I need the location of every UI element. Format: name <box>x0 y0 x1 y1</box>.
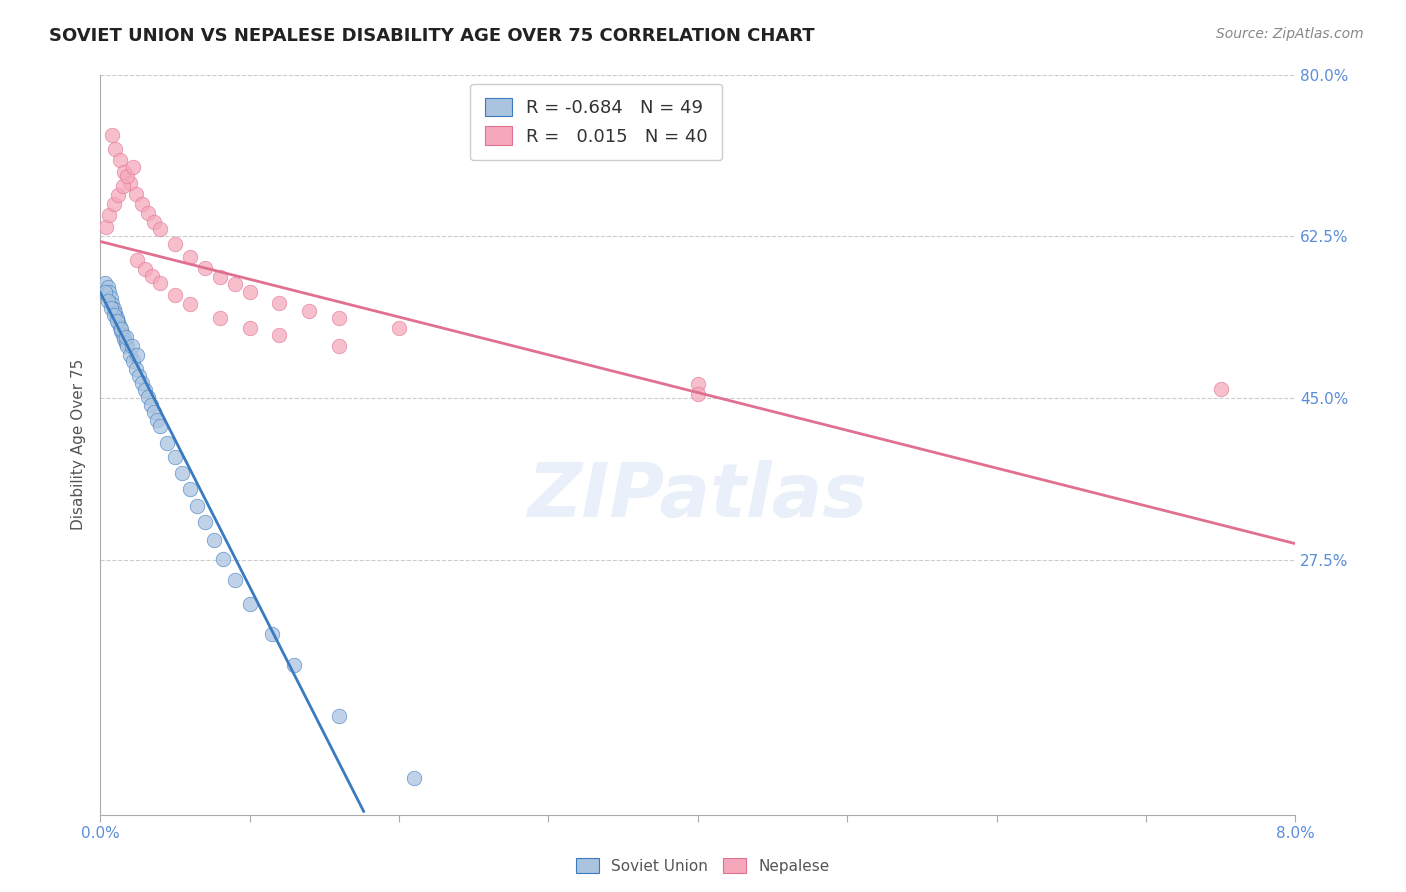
Point <box>136 206 159 220</box>
Point <box>111 328 134 343</box>
Point <box>93 285 115 299</box>
Point <box>202 533 225 547</box>
Point <box>111 178 134 193</box>
Point <box>208 270 231 285</box>
Point <box>110 322 132 336</box>
Point <box>104 142 127 156</box>
Point <box>128 369 150 384</box>
Point <box>121 338 143 352</box>
Point <box>388 321 411 335</box>
Point <box>131 197 153 211</box>
Text: ZIPatlas: ZIPatlas <box>527 459 868 533</box>
Point <box>211 552 233 566</box>
Text: Source: ZipAtlas.com: Source: ZipAtlas.com <box>1216 27 1364 41</box>
Point <box>94 220 117 235</box>
Point <box>224 277 246 292</box>
Point <box>125 361 148 376</box>
Point <box>107 315 129 329</box>
Point <box>402 771 425 785</box>
Point <box>163 287 186 301</box>
Point <box>127 252 149 267</box>
Point <box>131 376 153 390</box>
Point <box>97 294 120 309</box>
Point <box>114 335 136 350</box>
Point <box>163 450 186 465</box>
Point <box>107 187 129 202</box>
Point <box>115 339 138 353</box>
Point <box>105 310 128 325</box>
Point <box>179 297 201 311</box>
Point <box>108 153 131 167</box>
Point <box>112 332 135 346</box>
Point <box>328 310 350 325</box>
Point <box>110 324 132 338</box>
Point <box>194 260 217 275</box>
Y-axis label: Disability Age Over 75: Disability Age Over 75 <box>72 359 86 530</box>
Point <box>100 301 122 315</box>
Point <box>134 261 156 276</box>
Point <box>208 310 231 325</box>
Point <box>269 328 291 343</box>
Point <box>146 412 169 426</box>
Point <box>101 128 124 142</box>
Point <box>686 386 709 401</box>
Point <box>269 296 291 310</box>
Point <box>149 419 172 434</box>
Point <box>100 291 122 305</box>
Point <box>103 301 125 316</box>
Point <box>179 250 201 264</box>
Point <box>98 285 121 299</box>
Point <box>328 709 350 723</box>
Point <box>224 574 246 588</box>
Point <box>298 304 321 318</box>
Point <box>118 348 141 362</box>
Point <box>105 314 128 328</box>
Point <box>1209 382 1232 396</box>
Point <box>134 383 156 397</box>
Legend: Soviet Union, Nepalese: Soviet Union, Nepalese <box>569 852 837 880</box>
Point <box>142 405 165 419</box>
Point <box>97 280 120 294</box>
Point <box>194 515 217 529</box>
Point <box>172 466 194 480</box>
Point <box>149 222 172 236</box>
Point <box>103 197 125 211</box>
Point <box>260 627 283 641</box>
Legend: R = -0.684   N = 49, R =   0.015   N = 40: R = -0.684 N = 49, R = 0.015 N = 40 <box>470 84 723 161</box>
Point <box>103 308 125 322</box>
Point <box>142 214 165 228</box>
Point <box>283 657 305 672</box>
Point <box>179 482 201 496</box>
Point <box>238 285 260 299</box>
Point <box>127 348 149 362</box>
Point <box>686 377 709 392</box>
Point <box>125 186 148 201</box>
Point <box>115 169 138 184</box>
Point <box>108 320 131 334</box>
Point <box>156 435 179 450</box>
Point <box>118 176 141 190</box>
Point <box>238 321 260 335</box>
Point <box>98 208 121 222</box>
Point <box>112 164 135 178</box>
Point <box>104 306 127 320</box>
Point <box>149 276 172 290</box>
Point <box>122 354 145 368</box>
Point <box>114 330 136 344</box>
Point <box>141 269 163 284</box>
Text: SOVIET UNION VS NEPALESE DISABILITY AGE OVER 75 CORRELATION CHART: SOVIET UNION VS NEPALESE DISABILITY AGE … <box>49 27 815 45</box>
Point <box>139 398 162 412</box>
Point <box>136 390 159 404</box>
Point <box>238 597 260 611</box>
Point <box>186 499 208 513</box>
Point <box>328 339 350 353</box>
Point <box>163 236 186 251</box>
Point <box>122 160 145 174</box>
Point <box>93 276 115 290</box>
Point <box>101 297 124 311</box>
